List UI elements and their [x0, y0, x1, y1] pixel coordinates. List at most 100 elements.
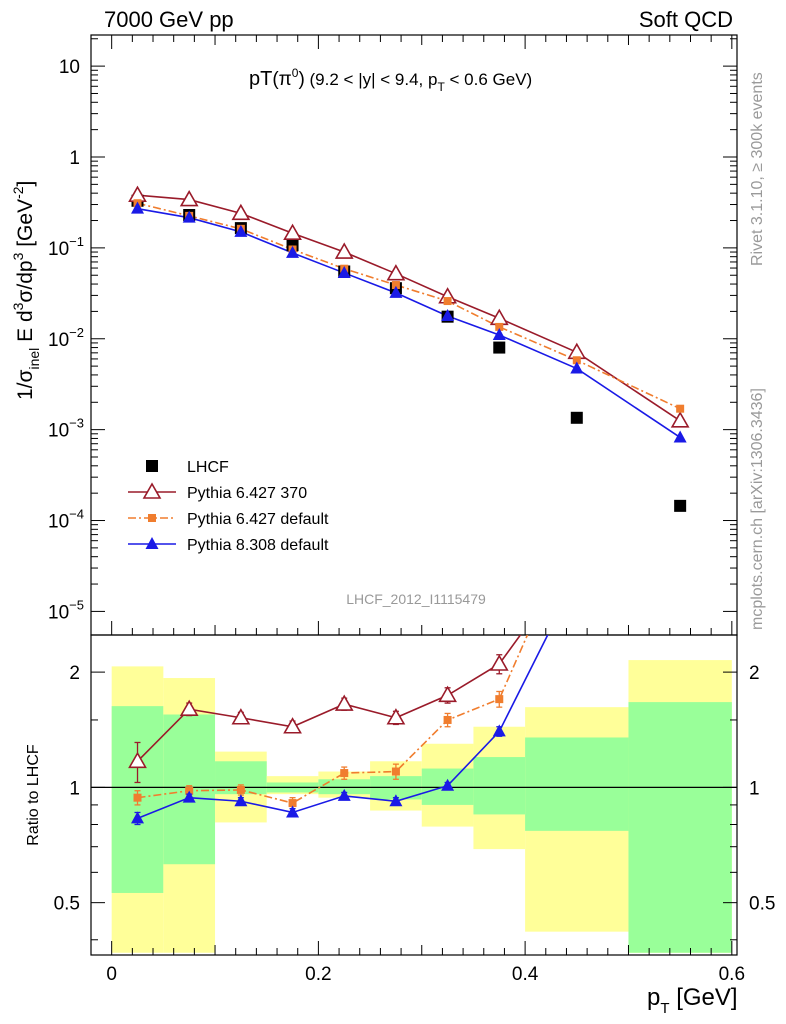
y-tick-exp: −4: [69, 507, 84, 522]
series-line-2: [137, 202, 681, 410]
point-3-0: [131, 201, 145, 214]
point-1-2: [231, 203, 251, 221]
header-category-label: Soft QCD: [639, 7, 733, 32]
plot-title-cuts-a: (9.2 < |y| < 9.4, p: [305, 70, 438, 89]
ylabel-part4-sup: -2: [10, 186, 26, 199]
point-3-3: [286, 245, 300, 258]
point-2-5: [391, 281, 400, 290]
legend-marker-2: [148, 514, 156, 522]
point-1-1: [179, 189, 199, 207]
y-tick-exp: −3: [69, 416, 84, 431]
point-3-8: [570, 361, 584, 374]
plot-title: pT(π0) (9.2 < |y| < 9.4, pT < 0.6 GeV): [249, 66, 532, 94]
point-1-5: [386, 264, 406, 281]
uncertainty-bands: [111, 660, 732, 953]
y-tick-label: 10−1: [48, 234, 84, 260]
ratio-point-1-2: [236, 785, 245, 794]
legend-label-0: LHCF: [187, 459, 229, 476]
legend-label-1: Pythia 6.427 370: [187, 485, 307, 502]
ratio-point-2-7: [492, 724, 506, 737]
point-1-8: [567, 342, 587, 360]
legend-marker-3: [145, 537, 159, 549]
band-green-7: [473, 757, 526, 815]
legend-label-3: Pythia 8.308 default: [187, 537, 329, 554]
series-line-3: [137, 207, 681, 439]
ratio-tick-label-right: 0.5: [749, 894, 775, 915]
point-3-2: [234, 224, 248, 237]
ratio-point-2-0: [131, 811, 145, 824]
rivet-version-label: Rivet 3.1.10, ≥ 300k events: [749, 72, 766, 266]
x-axis-label: pT [GeV]: [647, 984, 738, 1017]
band-green-9: [628, 702, 732, 953]
point-1-0: [128, 185, 147, 202]
ratio-point-1-7: [495, 695, 504, 704]
legend-label-2: Pythia 6.427 default: [187, 511, 329, 528]
ratio-line-1: [137, 635, 529, 804]
point-3-1: [182, 210, 196, 223]
y-tick-exp: −1: [69, 234, 84, 249]
point-2-7: [495, 322, 504, 331]
plot-title-particle-sup: 0: [292, 66, 299, 80]
plot-title-paren-open: (: [272, 69, 279, 90]
y-tick-base: 10: [48, 330, 69, 351]
ratio-point-1-0: [133, 793, 142, 802]
ratio-point-2-1: [182, 790, 196, 803]
ratio-point-0-4: [334, 694, 354, 711]
band-green-4: [318, 779, 371, 795]
point-1-4: [334, 242, 354, 259]
legend: LHCF Pythia 6.427 370 Pythia 6.427 default…: [128, 459, 329, 554]
point-3-6: [441, 309, 455, 322]
ylabel-part1: 1/σ: [14, 369, 37, 400]
ylabel-part5: ]: [14, 181, 37, 187]
point-3-9: [673, 430, 687, 443]
ylabel-part3-sup: 3: [10, 252, 26, 260]
ratio-point-2-4: [337, 788, 351, 801]
ylabel-part2-sup: 3: [10, 302, 26, 310]
ylabel-part3: σ/dp: [14, 260, 37, 302]
ratio-point-0-3: [283, 717, 302, 734]
ratio-point-0-5: [386, 708, 406, 725]
ylabel-part4: [GeV: [14, 199, 37, 253]
band-green-8: [525, 737, 629, 831]
ratio-point-2-6: [441, 778, 455, 791]
point-0-7: [493, 341, 506, 354]
ratio-point-0-6: [438, 685, 457, 703]
ratio-tick-label-right: 2: [749, 663, 760, 684]
ratio-tick-label-left: 1: [69, 778, 80, 799]
y-tick-base: 10: [48, 239, 69, 260]
x-tick-label: 0.4: [512, 964, 539, 985]
point-1-7: [489, 308, 509, 326]
y-axis-label-top: 1/σinel E d3σ/dp3 [GeV-2]: [10, 181, 42, 400]
ratio-point-1-4: [340, 769, 349, 778]
y-tick-exp: −2: [69, 325, 84, 340]
legend-marker-0: [146, 460, 158, 472]
y-tick-label: 10−2: [48, 325, 84, 351]
y-tick-base: 10: [48, 602, 69, 623]
ratio-tick-label-right: 1: [749, 778, 760, 799]
xlabel-main: p: [647, 984, 660, 1011]
ratio-point-0-7: [489, 654, 509, 671]
point-1-3: [283, 223, 302, 241]
ratio-point-0-0: [128, 751, 147, 769]
ratio-point-1-6: [443, 715, 452, 724]
point-1-9: [670, 411, 690, 428]
ratio-point-0-1: [179, 699, 199, 717]
point-0-9: [674, 499, 687, 512]
top-panel-series: [128, 185, 690, 512]
y-tick-label: 10−3: [48, 416, 84, 442]
y-tick-label: 10−4: [48, 507, 84, 533]
x-tick-label: 0: [106, 964, 117, 985]
y-tick-label: 1: [69, 148, 80, 169]
y-tick-base: 10: [48, 512, 69, 533]
x-tick-label: 0.6: [719, 964, 745, 985]
plot-title-paren-close: ): [298, 69, 304, 90]
point-0-8: [570, 411, 583, 424]
ylabel-part1-sub: inel: [26, 348, 42, 370]
x-tick-label: 0.2: [305, 964, 331, 985]
plot-title-particle: π: [279, 69, 292, 90]
legend-marker-1: [142, 482, 162, 499]
ratio-tick-label-left: 0.5: [54, 894, 80, 915]
ratio-point-0-2: [231, 708, 251, 725]
source-reference-label: mcplots.cern.ch [arXiv:1306.3436]: [749, 388, 766, 630]
